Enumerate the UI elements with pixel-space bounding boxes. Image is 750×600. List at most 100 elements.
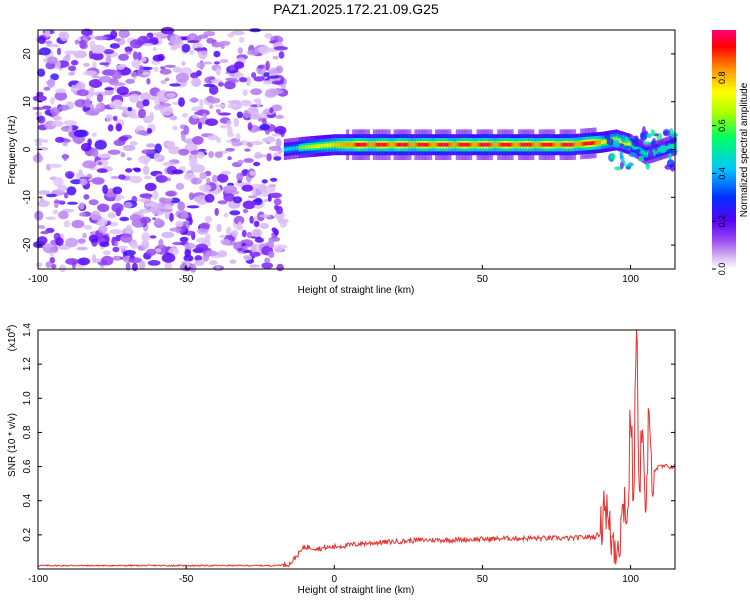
bottom-y-tick-label: 0.6: [22, 459, 33, 473]
ridge-cell: [562, 142, 564, 147]
noise-cell: [77, 238, 86, 244]
noise-cell: [213, 61, 221, 65]
noise-cell: [211, 174, 219, 183]
ridge-cell: [486, 142, 489, 147]
noise-cell: [58, 264, 67, 273]
ridge-cell: [675, 142, 677, 147]
ridge-cell: [355, 142, 357, 147]
noise-cell: [110, 175, 119, 180]
ridge-cell: [592, 141, 594, 145]
noise-cell: [166, 141, 176, 148]
ridge-cell: [461, 142, 464, 147]
top-x-tick-label: -50: [179, 274, 194, 285]
noise-cell: [118, 245, 128, 250]
noise-cell: [32, 95, 47, 102]
noise-cell: [214, 104, 227, 108]
noise-cell: [37, 115, 46, 124]
noise-cell: [215, 67, 221, 76]
ridge-cell: [312, 144, 314, 149]
noise-cell: [193, 47, 208, 51]
ridge-cell: [378, 142, 381, 147]
ridge-cell: [507, 142, 510, 147]
noise-cell: [220, 238, 231, 245]
noise-cell: [272, 55, 279, 60]
ridge-cell: [559, 142, 562, 147]
noise-cell: [192, 136, 204, 145]
ridge-cell: [322, 143, 324, 148]
noise-cell: [78, 169, 83, 177]
noise-cell: [104, 87, 114, 91]
noise-cell: [149, 112, 154, 122]
ridge-cell: [565, 142, 567, 147]
noise-cell: [153, 66, 159, 72]
noise-cell: [203, 61, 213, 65]
bottom-x-tick-label: 100: [622, 574, 639, 585]
noise-cell: [70, 84, 77, 93]
noise-cell: [111, 71, 122, 80]
ridge-cell: [303, 145, 305, 150]
noise-cell: [273, 156, 282, 161]
noise-cell: [237, 159, 244, 165]
noise-cell: [251, 72, 257, 79]
ridge-cell: [289, 146, 292, 151]
noise-cell: [249, 251, 261, 257]
ridge-cell: [386, 142, 388, 147]
noise-cell: [129, 214, 142, 222]
noise-cell: [274, 204, 279, 211]
noise-cell: [241, 184, 254, 192]
noise-cell: [96, 93, 104, 103]
noise-cell: [236, 172, 244, 181]
noise-cell: [134, 168, 141, 173]
noise-cell: [165, 92, 176, 99]
ridge-cell: [433, 142, 436, 147]
ridge-cell: [332, 142, 335, 147]
ridge-cell: [522, 142, 524, 147]
noise-cell: [172, 66, 182, 73]
noise-cell: [160, 26, 175, 35]
ridge-cell: [445, 142, 447, 147]
ridge-cell: [571, 142, 573, 147]
noise-cell: [35, 262, 43, 268]
noise-cell: [152, 217, 157, 221]
noise-cell: [119, 216, 130, 222]
ridge-cell: [389, 142, 391, 147]
noise-cell: [247, 49, 259, 56]
noise-cell: [141, 149, 155, 155]
noise-cell: [88, 79, 103, 88]
noise-cell: [231, 141, 243, 147]
noise-cell: [179, 236, 189, 243]
noise-cell: [111, 202, 124, 213]
noise-cell: [116, 64, 125, 70]
noise-cell: [266, 153, 272, 162]
ridge-cell: [476, 142, 479, 147]
ridge-cell: [535, 142, 538, 147]
noise-cell: [146, 248, 157, 256]
ridge-cell: [429, 142, 431, 147]
noise-cell: [254, 154, 268, 158]
ridge-cell: [390, 142, 393, 147]
noise-cell: [97, 153, 112, 159]
noise-cell: [42, 244, 55, 248]
noise-cell: [107, 149, 121, 155]
noise-cell: [36, 236, 48, 245]
ridge-cell: [412, 142, 415, 147]
ridge-scatter-cell: [635, 148, 641, 153]
noise-cell: [199, 184, 212, 192]
colorbar-tick-label: 0.0: [717, 263, 727, 276]
ridge-cell: [424, 142, 427, 147]
noise-cell: [236, 111, 244, 119]
ridge-cell: [443, 142, 446, 147]
noise-cell: [262, 80, 274, 85]
ridge-cell: [300, 145, 302, 150]
ridge-cell: [439, 142, 442, 147]
bottom-y-tick-label: 1.0: [22, 391, 33, 405]
noise-cell: [169, 227, 182, 232]
noise-cell: [219, 234, 226, 239]
ridge-cell: [387, 142, 390, 147]
ridge-cell: [403, 142, 406, 147]
noise-cell: [164, 262, 173, 270]
ridge-cell: [537, 142, 539, 147]
noise-cell: [95, 104, 102, 109]
bottom-y-tick-label: 0.2: [22, 527, 33, 541]
bottom-y-tick-label: 1.2: [22, 357, 33, 371]
